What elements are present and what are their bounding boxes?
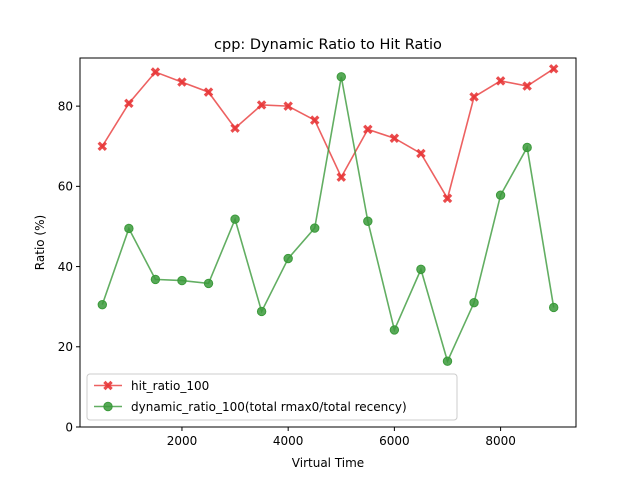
plot-area [97, 64, 559, 366]
series-1-point-7 [283, 253, 293, 264]
axis-ticks: 2000 4000 6000 8000 0 20 40 60 80 [58, 99, 516, 448]
series-0-point-17 [548, 64, 559, 74]
series-0-point-7 [283, 101, 293, 111]
series-1-point-8 [310, 223, 320, 233]
series-1-point-11 [389, 325, 400, 335]
y-axis-title: Ratio (%) [33, 215, 47, 270]
series-0-point-11 [389, 133, 400, 143]
y-tick-label: 0 [65, 420, 73, 434]
legend-item-1: dynamic_ratio_100(total rmax0/total rece… [94, 400, 407, 414]
x-tick-label: 4000 [273, 434, 304, 448]
y-tick-label: 80 [58, 99, 73, 113]
series-0-point-6 [256, 100, 267, 110]
series-0-point-12-stroke-b [416, 148, 426, 159]
series-0-point-13 [442, 193, 453, 204]
series-0-point-1 [124, 98, 134, 109]
legend-label-1: dynamic_ratio_100(total rmax0/total rece… [131, 400, 407, 414]
y-tick-label: 40 [58, 260, 73, 274]
series-0-point-1-stroke-b [124, 98, 134, 109]
legend-box [86, 373, 458, 421]
series-0-point-2-stroke-b [150, 67, 161, 77]
series-0-point-14 [469, 92, 479, 102]
legend-label-0: hit_ratio_100 [131, 379, 209, 393]
series-0-point-9-stroke-b [336, 172, 347, 182]
series-1-point-12 [416, 264, 426, 275]
series-0-point-0 [97, 141, 108, 151]
x-tick-label: 6000 [379, 434, 410, 448]
series-0-point-8-stroke-b [309, 115, 320, 125]
series-1-point-5 [230, 214, 240, 224]
series-1-point-9 [336, 72, 346, 82]
series-1-point-13 [442, 356, 453, 366]
x-axis-title: Virtual Time [292, 456, 364, 470]
series-1-point-3 [177, 275, 187, 286]
series-0-point-5 [230, 123, 240, 133]
series-1-point-17 [548, 302, 559, 313]
y-tick-label: 60 [58, 180, 73, 194]
series-0-point-10 [363, 124, 373, 135]
series-0-point-15-stroke-b [495, 76, 506, 86]
series-0-point-8 [309, 115, 320, 125]
legend-marker-1 [103, 401, 113, 412]
legend-marker-0-stroke-b [103, 380, 113, 391]
legend-item-0: hit_ratio_100 [94, 379, 209, 393]
series-0-point-3 [177, 77, 187, 87]
series-0 [97, 64, 559, 204]
series-1-point-1 [124, 223, 134, 234]
series-0-point-15 [495, 76, 506, 86]
x-tick-label: 8000 [485, 434, 516, 448]
series-1-point-14 [469, 297, 479, 308]
series-0-point-13-stroke-b [442, 193, 453, 204]
legend-marker-0 [103, 380, 113, 391]
series-0-point-5-stroke-b [230, 123, 240, 133]
series-1-point-4 [203, 278, 214, 289]
series-0-point-10-stroke-b [363, 124, 373, 135]
series-0-point-16-stroke-b [522, 81, 532, 91]
series-0-point-12 [416, 148, 426, 159]
series-0-point-16 [522, 81, 532, 91]
series-1-point-16 [522, 142, 532, 153]
series-1-point-0 [97, 299, 108, 310]
series-1-point-6 [256, 306, 267, 317]
series-0-point-3-stroke-b [177, 77, 187, 87]
series-0-point-0-stroke-b [97, 141, 108, 151]
series-0-point-14-stroke-b [469, 92, 479, 102]
series-0-point-2 [150, 67, 161, 77]
x-tick-label: 2000 [167, 434, 198, 448]
axes-frame [79, 57, 577, 428]
series-0-point-6-stroke-b [256, 100, 267, 110]
series-0-point-11-stroke-b [389, 133, 400, 143]
series-1-point-15 [495, 190, 506, 200]
y-tick-label: 20 [58, 340, 73, 354]
series-1-point-10 [363, 216, 373, 226]
series-1-point-2 [150, 274, 161, 285]
series-0-point-4 [203, 87, 214, 97]
legend: hit_ratio_100 dynamic_ratio_100(total rma… [86, 373, 458, 421]
series-0-point-4-stroke-b [203, 87, 214, 97]
series-0-point-7-stroke-b [283, 101, 293, 111]
series-1 [97, 72, 559, 366]
series-0-point-9 [336, 172, 347, 182]
series-0-point-17-stroke-b [548, 64, 559, 74]
chart-title: cpp: Dynamic Ratio to Hit Ratio [214, 37, 442, 53]
